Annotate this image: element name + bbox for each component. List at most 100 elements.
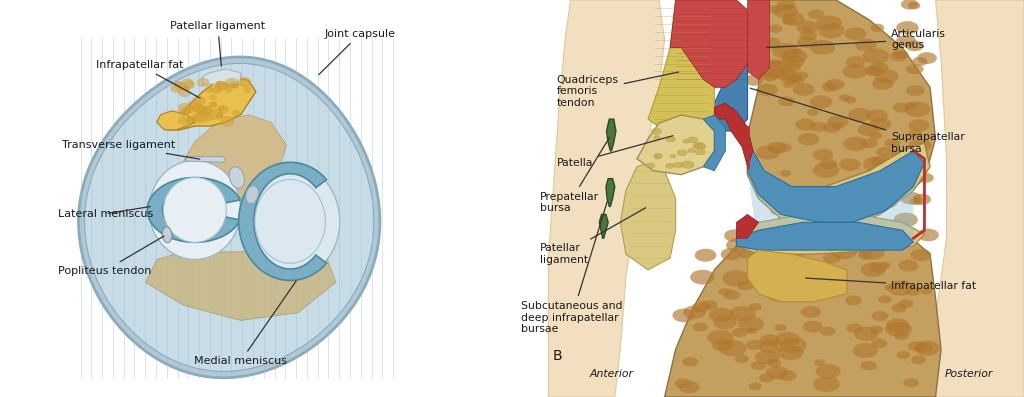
Ellipse shape — [772, 43, 799, 58]
Ellipse shape — [813, 149, 834, 161]
Ellipse shape — [760, 335, 780, 347]
Ellipse shape — [900, 192, 922, 204]
Ellipse shape — [894, 213, 918, 227]
Ellipse shape — [713, 315, 737, 329]
Ellipse shape — [896, 35, 915, 47]
Ellipse shape — [697, 144, 707, 149]
Ellipse shape — [786, 75, 804, 85]
Ellipse shape — [768, 5, 782, 14]
Ellipse shape — [246, 186, 258, 204]
Ellipse shape — [845, 177, 863, 188]
Ellipse shape — [708, 330, 733, 345]
Ellipse shape — [751, 240, 775, 254]
Ellipse shape — [797, 21, 818, 34]
Ellipse shape — [855, 39, 877, 51]
Polygon shape — [748, 151, 913, 250]
Ellipse shape — [865, 65, 884, 76]
Ellipse shape — [898, 299, 913, 308]
Ellipse shape — [182, 86, 189, 91]
Ellipse shape — [885, 284, 896, 291]
Ellipse shape — [872, 183, 893, 196]
Ellipse shape — [682, 357, 698, 367]
Ellipse shape — [823, 253, 841, 263]
Polygon shape — [748, 139, 925, 222]
Ellipse shape — [918, 229, 939, 241]
Ellipse shape — [912, 194, 931, 204]
Ellipse shape — [677, 150, 687, 156]
Polygon shape — [606, 119, 615, 151]
Ellipse shape — [211, 102, 217, 107]
Ellipse shape — [780, 170, 792, 177]
Ellipse shape — [845, 27, 866, 40]
Ellipse shape — [759, 374, 774, 382]
Ellipse shape — [693, 143, 701, 148]
Ellipse shape — [217, 81, 227, 89]
Ellipse shape — [690, 270, 715, 284]
Polygon shape — [147, 177, 241, 242]
Ellipse shape — [225, 78, 239, 88]
Ellipse shape — [738, 249, 755, 258]
Ellipse shape — [749, 303, 762, 311]
Ellipse shape — [771, 66, 796, 80]
Ellipse shape — [827, 210, 848, 222]
Polygon shape — [736, 214, 925, 254]
Ellipse shape — [820, 327, 836, 336]
Ellipse shape — [773, 4, 798, 18]
Ellipse shape — [844, 96, 856, 103]
Ellipse shape — [723, 270, 751, 287]
Ellipse shape — [218, 106, 224, 111]
Ellipse shape — [810, 95, 833, 108]
Ellipse shape — [831, 245, 857, 259]
Ellipse shape — [759, 339, 783, 354]
Ellipse shape — [681, 161, 694, 168]
Ellipse shape — [808, 10, 824, 19]
Ellipse shape — [803, 321, 823, 333]
Ellipse shape — [759, 60, 783, 74]
Ellipse shape — [890, 51, 907, 61]
Ellipse shape — [761, 71, 778, 81]
Polygon shape — [168, 77, 256, 130]
Polygon shape — [85, 64, 374, 371]
Ellipse shape — [756, 146, 780, 160]
Ellipse shape — [813, 376, 840, 392]
Ellipse shape — [181, 107, 190, 114]
Ellipse shape — [205, 87, 213, 92]
Ellipse shape — [781, 337, 807, 353]
Ellipse shape — [782, 12, 805, 26]
Ellipse shape — [738, 317, 764, 332]
Ellipse shape — [673, 309, 695, 322]
Ellipse shape — [776, 60, 801, 74]
Ellipse shape — [904, 102, 919, 110]
Polygon shape — [703, 48, 748, 131]
Text: Patellar
ligament: Patellar ligament — [541, 208, 645, 265]
Polygon shape — [79, 57, 380, 378]
Ellipse shape — [674, 162, 683, 168]
Ellipse shape — [827, 116, 848, 128]
Ellipse shape — [771, 207, 784, 215]
Ellipse shape — [793, 83, 814, 96]
Ellipse shape — [885, 139, 900, 148]
Ellipse shape — [810, 122, 826, 132]
Ellipse shape — [653, 136, 660, 139]
Text: Anterior: Anterior — [590, 369, 634, 379]
Ellipse shape — [679, 381, 699, 393]
Ellipse shape — [175, 82, 185, 90]
Ellipse shape — [869, 262, 888, 273]
Ellipse shape — [729, 306, 756, 322]
Ellipse shape — [870, 24, 884, 32]
Ellipse shape — [781, 48, 807, 64]
Ellipse shape — [193, 96, 205, 106]
Ellipse shape — [766, 366, 788, 380]
Polygon shape — [748, 0, 770, 79]
Ellipse shape — [184, 81, 195, 89]
Ellipse shape — [737, 281, 754, 290]
Ellipse shape — [898, 260, 919, 272]
Ellipse shape — [814, 360, 825, 366]
Ellipse shape — [908, 119, 930, 131]
Ellipse shape — [872, 77, 893, 90]
Text: Subcutaneous and
deep infrapatellar
bursae: Subcutaneous and deep infrapatellar burs… — [521, 201, 623, 334]
Ellipse shape — [894, 331, 909, 340]
Polygon shape — [203, 69, 241, 84]
Ellipse shape — [824, 202, 845, 214]
Ellipse shape — [891, 150, 906, 158]
